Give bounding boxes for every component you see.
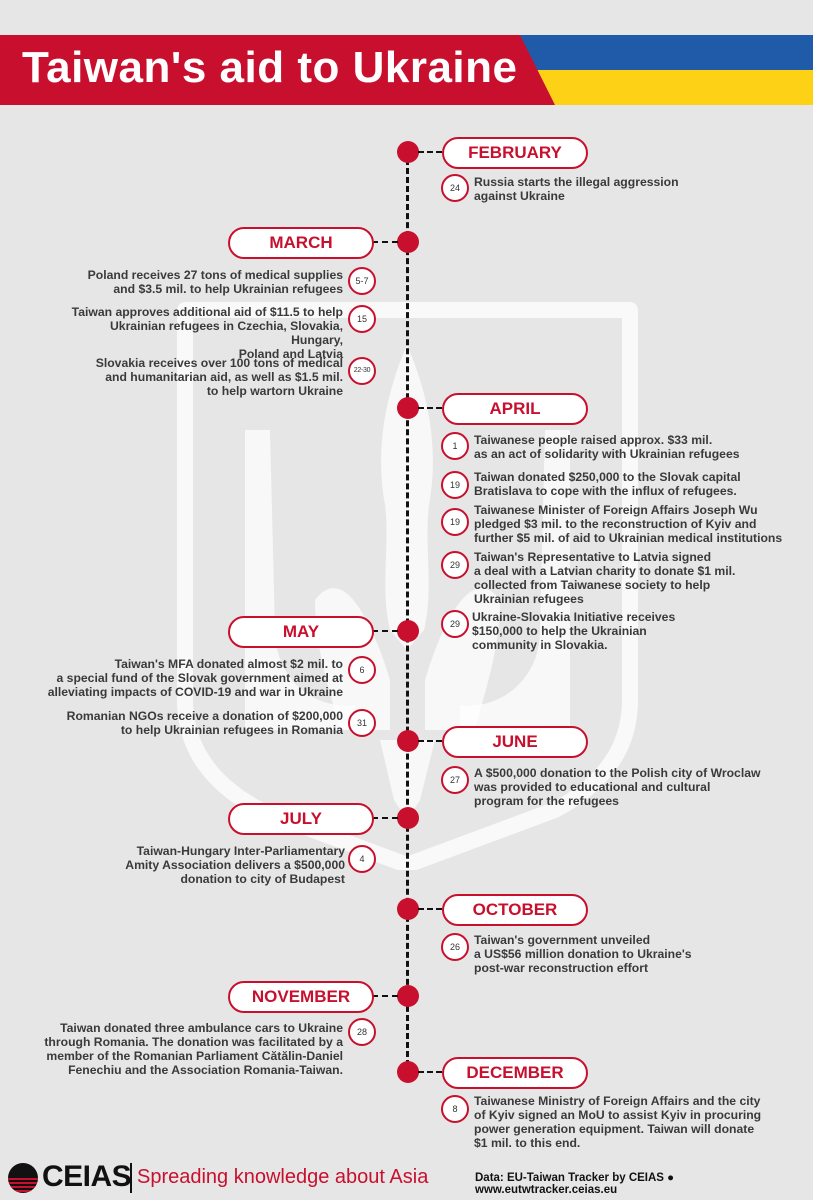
day-badge: 1 <box>441 432 469 460</box>
day-badge: 24 <box>441 174 469 202</box>
connector-july <box>372 817 398 819</box>
day-badge: 28 <box>348 1018 376 1046</box>
event-text: Taiwan-Hungary Inter-Parliamentary Amity … <box>125 844 345 886</box>
event-text: Taiwan's MFA donated almost $2 mil. to a … <box>47 657 343 699</box>
page-title: Taiwan's aid to Ukraine <box>22 43 518 92</box>
timeline-node-july <box>397 807 419 829</box>
event-text: Taiwan's Representative to Latvia signed… <box>474 550 736 606</box>
connector-may <box>372 630 398 632</box>
ceias-logo-icon <box>8 1163 38 1193</box>
connector-february <box>418 151 442 153</box>
connector-december <box>418 1071 442 1073</box>
event-text: Poland receives 27 tons of medical suppl… <box>87 268 343 296</box>
connector-june <box>418 740 442 742</box>
event-text: Romanian NGOs receive a donation of $200… <box>66 709 343 737</box>
day-badge: 27 <box>441 766 469 794</box>
day-badge: 29 <box>441 551 469 579</box>
title-banner <box>0 35 555 105</box>
footer-brand: CEIAS <box>42 1160 132 1193</box>
month-label-march: MARCH <box>228 227 374 259</box>
event-text: Taiwan donated $250,000 to the Slovak ca… <box>474 470 741 498</box>
month-label-november: NOVEMBER <box>228 981 374 1013</box>
event-text: Ukraine-Slovakia Initiative receives $150… <box>472 610 676 652</box>
month-label-december: DECEMBER <box>442 1057 588 1089</box>
month-label-february: FEBRUARY <box>442 137 588 169</box>
timeline-node-april <box>397 397 419 419</box>
month-label-october: OCTOBER <box>442 894 588 926</box>
connector-april <box>418 407 442 409</box>
day-badge: 19 <box>441 508 469 536</box>
timeline-axis <box>406 150 409 1075</box>
event-text: Taiwan approves additional aid of $11.5 … <box>71 305 343 361</box>
timeline-node-march <box>397 231 419 253</box>
connector-october <box>418 908 442 910</box>
day-badge: 29 <box>441 610 469 638</box>
connector-november <box>372 995 398 997</box>
event-text: Taiwan donated three ambulance cars to U… <box>44 1021 343 1077</box>
timeline-node-october <box>397 898 419 920</box>
day-badge: 8 <box>441 1095 469 1123</box>
timeline-node-may <box>397 620 419 642</box>
event-text: A $500,000 donation to the Polish city o… <box>474 766 761 808</box>
day-badge: 15 <box>348 305 376 333</box>
month-label-april: APRIL <box>442 393 588 425</box>
day-badge: 6 <box>348 656 376 684</box>
flag-yellow-stripe <box>520 70 813 105</box>
day-badge: 4 <box>348 845 376 873</box>
timeline-node-november <box>397 985 419 1007</box>
month-label-june: JUNE <box>442 726 588 758</box>
day-badge: 31 <box>348 709 376 737</box>
day-badge: 26 <box>441 933 469 961</box>
month-label-may: MAY <box>228 616 374 648</box>
footer-source: Data: EU-Taiwan Tracker by CEIAS ● www.e… <box>475 1172 675 1196</box>
event-text: Russia starts the illegal aggression agai… <box>474 175 679 203</box>
event-text: Taiwan's government unveiled a US$56 mill… <box>474 933 692 975</box>
timeline-node-december <box>397 1061 419 1083</box>
timeline-node-february <box>397 141 419 163</box>
day-badge: 22-30 <box>348 357 376 385</box>
event-text: Taiwanese people raised approx. $33 mil.… <box>474 433 740 461</box>
timeline-node-june <box>397 730 419 752</box>
footer-tagline: Spreading knowledge about Asia <box>137 1166 429 1188</box>
flag-blue-stripe <box>520 35 813 70</box>
event-text: Taiwanese Minister of Foreign Affairs Jo… <box>474 503 783 545</box>
event-text: Taiwanese Ministry of Foreign Affairs an… <box>474 1094 762 1150</box>
event-text: Slovakia receives over 100 tons of medic… <box>95 356 343 398</box>
month-label-july: JULY <box>228 803 374 835</box>
day-badge: 5-7 <box>348 267 376 295</box>
connector-march <box>372 241 398 243</box>
day-badge: 19 <box>441 471 469 499</box>
footer-divider <box>130 1163 132 1193</box>
